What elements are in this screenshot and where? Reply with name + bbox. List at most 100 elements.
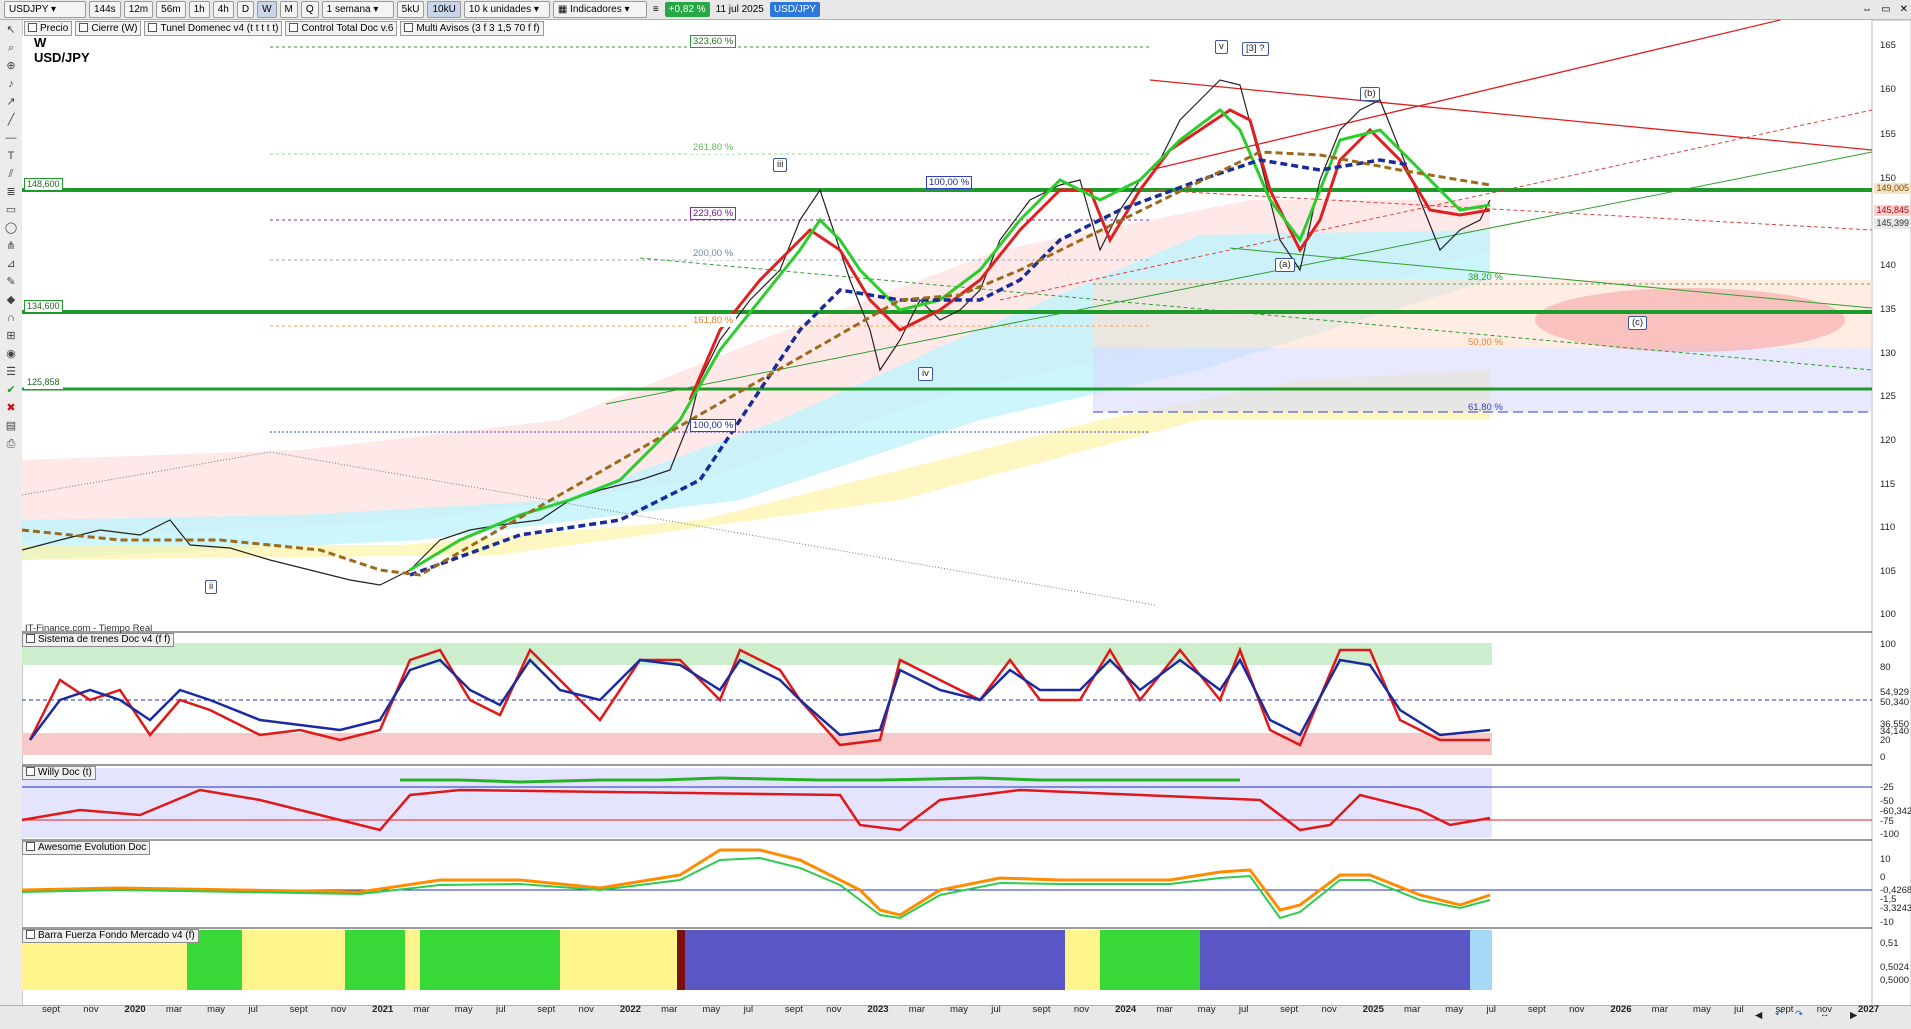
settings-icon[interactable]: ≡: [652, 4, 659, 15]
save-icon[interactable]: ▤: [5, 420, 17, 432]
layers-icon[interactable]: ☰: [6, 366, 16, 378]
tf-btn-d[interactable]: D: [236, 1, 255, 18]
price-tag-2: 145,845: [1874, 205, 1911, 216]
x-axis-tick: nov: [826, 1004, 842, 1015]
tf-btn-56m[interactable]: 56m: [156, 1, 186, 18]
bell-icon[interactable]: ♪: [8, 78, 14, 90]
fib-label-100b: 100,00 %: [690, 419, 737, 432]
tf-btn-12m[interactable]: 12m: [123, 1, 154, 18]
svg-text:165: 165: [1880, 40, 1896, 51]
fib-label-61: 61,80 %: [1468, 402, 1503, 413]
x-axis-tick: sept: [289, 1004, 308, 1015]
x-axis-tick: mar: [1156, 1004, 1173, 1015]
units-5k-button[interactable]: 5kU: [396, 1, 425, 18]
shape-icon[interactable]: ◆: [6, 294, 16, 306]
tf-btn-w[interactable]: W: [257, 1, 277, 18]
tf-btn-q[interactable]: Q: [300, 1, 319, 18]
chip-tunel[interactable]: Tunel Domenec v4 (t t t t t): [144, 21, 283, 36]
tf-btn-4h[interactable]: 4h: [212, 1, 234, 18]
x-axis-tick: may: [950, 1004, 968, 1015]
chip-precio[interactable]: Precio: [24, 21, 73, 36]
symbol-selector[interactable]: USDJPY ▾: [4, 1, 86, 18]
x-axis-tick: 2020: [124, 1004, 146, 1015]
wave-label-3: [3] ?: [1242, 42, 1269, 56]
fib-label-100a: 100,00 %: [926, 176, 973, 189]
x-axis-tick: 2026: [1610, 1004, 1632, 1015]
cursor-icon[interactable]: ↖: [6, 24, 16, 36]
svg-text:36,550: 36,550: [1880, 719, 1909, 730]
pair-label: USD/JPY: [34, 50, 90, 65]
lock-icon[interactable]: ⊞: [6, 330, 16, 342]
arrow-icon[interactable]: ↗: [6, 96, 16, 108]
fib-icon[interactable]: ≣: [6, 186, 16, 198]
line-icon[interactable]: ╱: [7, 114, 15, 126]
check-icon[interactable]: ✔: [6, 384, 16, 396]
pitchfork-icon[interactable]: ⋔: [6, 240, 16, 252]
tf-btn-144s[interactable]: 144s: [89, 1, 121, 18]
units-10k-button[interactable]: 10kU: [427, 1, 461, 18]
svg-text:0,5024: 0,5024: [1880, 962, 1909, 973]
search-icon[interactable]: ⌕: [7, 42, 15, 54]
indicators-button[interactable]: ▦ Indicadores ▾: [552, 1, 647, 18]
panel-title-willy[interactable]: Willy Doc (t): [22, 766, 96, 780]
x-axis-tick: 2021: [372, 1004, 394, 1015]
redo-icon[interactable]: ↷: [1795, 1009, 1803, 1020]
x-axis-tick: jul: [496, 1004, 506, 1015]
wave-label-ii: ii: [205, 580, 218, 594]
svg-text:135: 135: [1880, 304, 1896, 315]
rect-icon[interactable]: ▭: [5, 204, 17, 216]
units-select[interactable]: 10 k unidades ▾: [463, 1, 550, 18]
indicators-icon: ▦: [557, 4, 568, 15]
scroll-right-icon[interactable]: ▶: [1850, 1010, 1858, 1021]
magnet-icon[interactable]: ∩: [7, 312, 15, 324]
panel-title-trenes[interactable]: Sistema de trenes Doc v4 (f f): [22, 633, 175, 647]
svg-text:-1,5: -1,5: [1880, 894, 1896, 905]
channel-icon[interactable]: ⫽: [8, 168, 14, 180]
window-icon[interactable]: ▭: [1881, 4, 1891, 15]
svg-text:0: 0: [1880, 752, 1885, 763]
x-axis-tick: sept: [784, 1004, 803, 1015]
svg-text:54,929: 54,929: [1880, 687, 1909, 698]
ellipse-icon[interactable]: ◯: [4, 222, 18, 234]
hline-icon[interactable]: ―: [5, 132, 17, 144]
x-axis-tick: nov: [1569, 1004, 1585, 1015]
wave-label-iii: iii: [773, 158, 788, 172]
svg-text:10: 10: [1880, 854, 1891, 865]
scroll-left-icon[interactable]: ◀: [1755, 1010, 1763, 1021]
close-icon[interactable]: ✕: [1899, 4, 1908, 15]
delete-icon[interactable]: ✖: [6, 402, 16, 414]
tf-btn-1h[interactable]: 1h: [188, 1, 210, 18]
svg-text:80: 80: [1880, 662, 1891, 673]
svg-text:20: 20: [1880, 735, 1891, 746]
time-axis-bar[interactable]: sept nov 2020 mar may jul sept nov 2021 mar may jul…: [0, 1004, 1911, 1029]
chip-control-total[interactable]: Control Total Doc v.6: [285, 21, 398, 36]
print-icon[interactable]: ⎙: [6, 438, 16, 450]
tf-btn-m[interactable]: M: [279, 1, 298, 18]
text-icon[interactable]: T: [7, 150, 15, 162]
panel-title-barra[interactable]: Barra Fuerza Fondo Mercado v4 (f): [22, 929, 199, 943]
x-axis-tick: sept: [42, 1004, 60, 1015]
zoom-icon[interactable]: ⊕: [6, 60, 16, 72]
eye-icon[interactable]: ◉: [6, 348, 16, 360]
chip-cierre[interactable]: Cierre (W): [75, 21, 142, 36]
panel-title-awesome[interactable]: Awesome Evolution Doc: [22, 841, 151, 855]
timeframe-label: W: [34, 35, 47, 50]
measure-icon[interactable]: ⊿: [6, 258, 16, 270]
brush-icon[interactable]: ✎: [6, 276, 16, 288]
svg-text:-3,3243: -3,3243: [1880, 903, 1911, 914]
chip-multi-avisos[interactable]: Multi Avisos (3 f 3 1,5 70 f f): [400, 21, 544, 36]
svg-text:155: 155: [1880, 129, 1896, 140]
svg-text:150: 150: [1880, 173, 1896, 184]
x-axis-tick: mar: [165, 1004, 183, 1015]
x-axis-tick: nov: [1321, 1004, 1337, 1015]
indicator-chips: Precio Cierre (W) Tunel Domenec v4 (t t …: [24, 21, 544, 36]
fit-icon[interactable]: ↔: [1820, 1009, 1830, 1020]
level-label-1: 148,600: [24, 178, 63, 191]
period-select[interactable]: 1 semana ▾: [321, 1, 394, 18]
x-axis-tick: may: [1197, 1004, 1216, 1015]
minimize-icon[interactable]: ⇔: [1862, 4, 1873, 15]
undo-icon[interactable]: ↶: [1775, 1009, 1783, 1020]
x-axis-tick: sept: [1775, 1004, 1794, 1015]
x-axis-tick: sept: [1527, 1004, 1546, 1015]
